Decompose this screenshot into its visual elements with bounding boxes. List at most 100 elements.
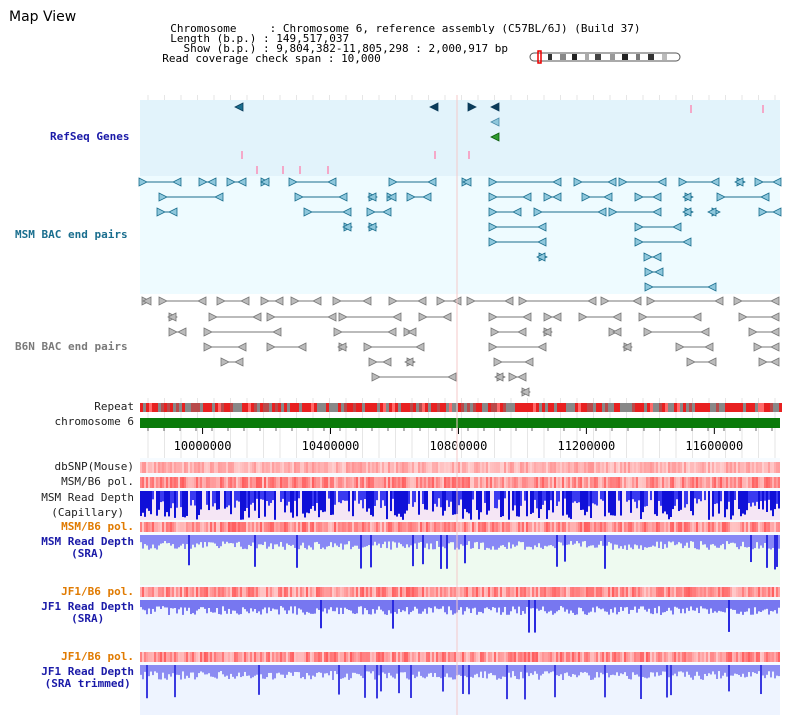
jf1-b6-pol-track-2[interactable]: [140, 652, 780, 662]
b6n-bac-track[interactable]: [141, 296, 780, 397]
depth-bar: [610, 491, 612, 516]
repeat-block: [602, 403, 605, 412]
heat-cell: [210, 522, 212, 532]
msm-bac-track[interactable]: [138, 177, 782, 292]
heat-cell: [616, 477, 618, 488]
refseq-genes-track[interactable]: [234, 102, 764, 174]
heat-cell: [650, 522, 652, 532]
depth-bar: [298, 491, 300, 499]
jf1-read-depth-trimmed-track[interactable]: [140, 665, 780, 715]
heat-cell: [188, 522, 190, 532]
b6n-bac-pair-end: [158, 296, 168, 306]
heat-cell: [394, 522, 396, 532]
heat-cell: [290, 587, 292, 597]
heat-cell: [418, 462, 420, 473]
depth-bar: [532, 535, 534, 550]
depth-bar: [542, 535, 544, 550]
msm-b6-pol-track-2[interactable]: [140, 522, 780, 532]
b6n-bac-pair-end: [382, 357, 392, 367]
depth-bar: [356, 665, 358, 674]
repeat-block: [623, 403, 626, 412]
depth-bar: [156, 535, 158, 550]
depth-bar: [234, 535, 236, 548]
depth-bar: [318, 535, 320, 544]
depth-bar: [230, 491, 232, 515]
heat-cell: [200, 652, 202, 662]
depth-bar: [696, 665, 698, 672]
dbsnp-track[interactable]: [140, 462, 780, 473]
jf1-read-depth-sra-track[interactable]: [140, 600, 780, 650]
heat-cell: [474, 477, 476, 488]
msm-read-depth-sra-track[interactable]: [140, 535, 780, 585]
msm-b6-pol-track-1[interactable]: [140, 477, 780, 488]
depth-bar: [410, 535, 412, 546]
heat-cell: [624, 652, 626, 662]
heat-cell: [732, 522, 734, 532]
heat-cell: [150, 587, 152, 597]
heat-cell: [616, 587, 618, 597]
depth-bar: [314, 600, 316, 614]
depth-bar: [698, 491, 700, 500]
depth-bar: [556, 535, 558, 567]
heat-cell: [664, 477, 666, 488]
heat-cell: [474, 587, 476, 597]
heat-cell: [748, 462, 750, 473]
heat-cell: [330, 522, 332, 532]
depth-bar: [340, 535, 342, 544]
depth-bar: [202, 600, 204, 608]
msm-bac-pair-end: [643, 252, 653, 262]
heat-cell: [654, 462, 656, 473]
heat-cell: [412, 462, 414, 473]
depth-bar: [488, 491, 490, 511]
heat-cell: [638, 522, 640, 532]
depth-bar: [180, 535, 182, 546]
depth-bar: [632, 665, 634, 673]
depth-bar: [430, 665, 432, 673]
depth-bar: [438, 535, 440, 547]
coordinate-axis: 10000000 10400000 10800000 11200000 11600000: [147, 428, 773, 453]
depth-bar: [194, 535, 196, 548]
heat-cell: [696, 652, 698, 662]
chromosome-bar[interactable]: [140, 418, 780, 428]
heat-cell: [222, 462, 224, 473]
depth-bar: [198, 535, 200, 545]
depth-bar: [464, 491, 466, 509]
repeat-track[interactable]: [140, 403, 782, 412]
depth-bar: [644, 491, 646, 507]
depth-bar: [364, 600, 366, 609]
depth-bar: [382, 535, 384, 545]
depth-bar: [538, 491, 540, 519]
heat-cell: [618, 522, 620, 532]
depth-bar: [390, 535, 392, 550]
depth-bar: [254, 535, 256, 567]
chromosome-ideogram[interactable]: [529, 50, 681, 64]
depth-bar: [186, 665, 188, 676]
heat-cell: [182, 652, 184, 662]
heat-cell: [296, 462, 298, 473]
heat-cell: [388, 522, 390, 532]
heat-cell: [692, 522, 694, 532]
depth-bar: [400, 600, 402, 613]
depth-bar: [754, 491, 756, 506]
depth-bar: [678, 600, 680, 609]
heat-cell: [302, 522, 304, 532]
depth-bar: [766, 665, 768, 675]
heat-cell: [194, 522, 196, 532]
depth-bar: [146, 491, 148, 509]
jf1-b6-pol-track-1[interactable]: [140, 587, 780, 597]
heat-cell: [696, 477, 698, 488]
heat-cell: [606, 522, 608, 532]
heat-cell: [428, 462, 430, 473]
heat-cell: [574, 462, 576, 473]
depth-bar: [286, 535, 288, 544]
heat-cell: [622, 652, 624, 662]
depth-bar: [332, 535, 334, 548]
depth-bar: [658, 665, 660, 676]
msm-read-depth-capillary-track[interactable]: [140, 491, 780, 520]
b6n-bac-pair-end: [362, 296, 372, 306]
heat-cell: [286, 652, 288, 662]
depth-bar: [552, 665, 554, 672]
heat-cell: [458, 522, 460, 532]
heat-cell: [614, 522, 616, 532]
